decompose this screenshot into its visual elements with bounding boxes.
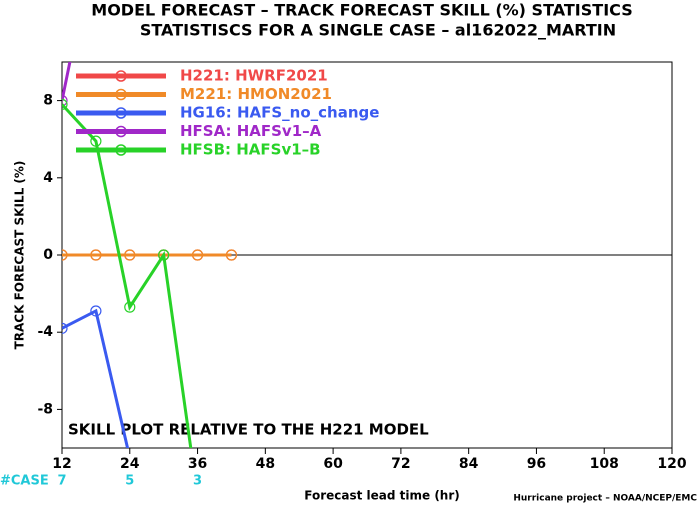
series-line	[62, 62, 72, 101]
series-marker	[62, 98, 68, 111]
plot-area	[62, 62, 238, 501]
series-line	[62, 308, 130, 448]
series-marker	[62, 322, 68, 334]
x-tick-label: 108	[590, 456, 619, 472]
series-marker	[158, 249, 170, 261]
case-count: 7	[57, 474, 66, 489]
series-marker	[124, 301, 136, 313]
x-tick-label: 36	[188, 456, 207, 472]
y-tick-label: 4	[43, 170, 53, 186]
legend-label: HG16: HAFS_no_change	[180, 104, 379, 122]
series-marker	[90, 249, 102, 261]
x-tick-label: 12	[52, 456, 71, 472]
x-tick-label: 72	[391, 456, 410, 472]
legend-marker	[115, 125, 127, 138]
legend-label: HFSB: HAFSv1–B	[180, 141, 321, 159]
case-label: #CASE	[0, 474, 49, 489]
y-axis-label: TRACK FORECAST SKILL (%)	[13, 161, 27, 350]
series-marker	[191, 249, 204, 261]
x-tick-label: 96	[527, 456, 546, 472]
x-axis-label: Forecast lead time (hr)	[304, 489, 460, 503]
chart-title: MODEL FORECAST – TRACK FORECAST SKILL (%…	[91, 1, 632, 20]
y-tick-label: -4	[37, 324, 53, 340]
series-marker	[62, 249, 68, 261]
legend-label: M221: HMON2021	[180, 85, 332, 103]
legend-marker	[115, 70, 127, 82]
series-marker	[90, 135, 102, 147]
footer: Hurricane project – NOAA/NCEP/EMC	[513, 494, 697, 504]
legend-marker	[115, 144, 127, 156]
series-marker	[124, 249, 136, 261]
y-tick-label: 0	[43, 247, 53, 263]
x-tick-label: 24	[120, 456, 140, 472]
legend-label: HFSA: HAFSv1–A	[180, 122, 322, 140]
case-count: 3	[193, 474, 202, 489]
chart-subtitle: STATISTISCS FOR A SINGLE CASE – al162022…	[140, 21, 616, 40]
series-marker	[193, 491, 203, 501]
y-tick-label: 8	[43, 93, 53, 109]
series-marker	[62, 95, 68, 107]
case-count: 5	[125, 474, 134, 489]
series-line	[62, 103, 193, 448]
series-marker	[90, 305, 102, 317]
x-tick-label: 48	[256, 456, 275, 472]
legend-marker	[115, 88, 127, 101]
annotation: SKILL PLOT RELATIVE TO THE H221 MODEL	[68, 421, 429, 439]
x-tick-label: 84	[459, 456, 479, 472]
legend-marker	[115, 107, 127, 119]
x-tick-label: 60	[323, 456, 343, 472]
series-marker	[225, 249, 238, 261]
x-tick-label: 120	[657, 456, 686, 472]
y-tick-label: -8	[37, 401, 53, 417]
legend-label: H221: HWRF2021	[180, 67, 328, 85]
